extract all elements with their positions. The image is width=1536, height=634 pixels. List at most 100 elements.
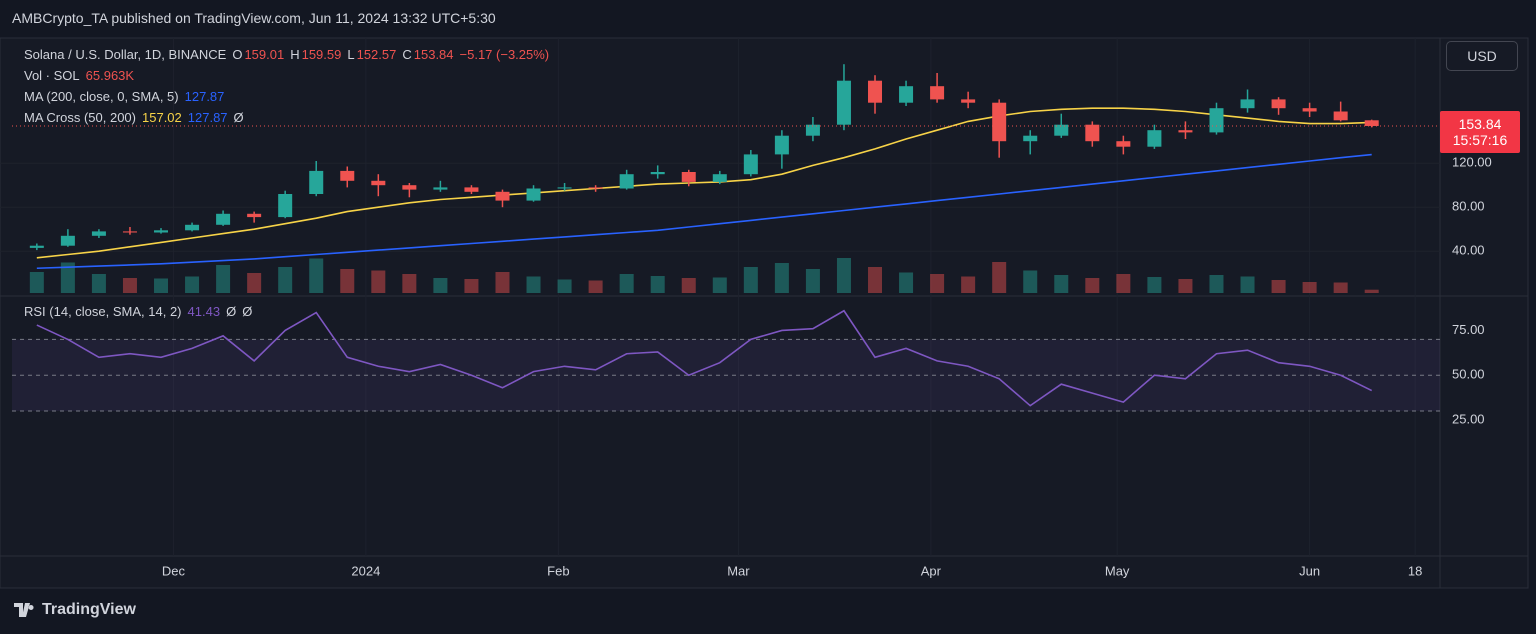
candle-body — [930, 86, 945, 100]
volume-bar — [930, 274, 945, 293]
volume-bar — [619, 274, 634, 293]
ma-cross-name: MA Cross (50, 200) — [24, 110, 136, 125]
ohlc-letter: O — [232, 47, 243, 62]
candle-body — [309, 170, 324, 194]
volume-bar — [154, 278, 169, 293]
last-price-label: 153.84 15:57:16 — [1440, 111, 1520, 153]
volume-bar — [650, 276, 665, 293]
volume-bar — [557, 279, 572, 293]
volume-bar — [1271, 280, 1286, 293]
candle-body — [619, 174, 634, 189]
candle-body — [278, 194, 293, 218]
publisher: AMBCrypto_TA published on TradingView.co… — [12, 10, 496, 26]
brand: TradingView — [42, 601, 136, 618]
volume-bar — [247, 273, 262, 293]
x-tick-label: Dec — [162, 563, 186, 578]
volume-bar — [526, 276, 541, 293]
candle-body — [805, 124, 820, 136]
ohlc-letter: H — [290, 47, 300, 62]
ma-cross-legend: MA Cross (50, 200) 157.02 127.87 Ø — [24, 110, 244, 125]
y-tick-label: 120.00 — [1452, 155, 1492, 170]
symbol-legend: Solana / U.S. Dollar, 1D, BINANCE O 159.0… — [24, 47, 549, 62]
volume-bar — [1178, 279, 1193, 293]
x-tick-label: 2024 — [351, 563, 380, 578]
volume-bar — [868, 267, 883, 293]
rsi-tick-label: 25.00 — [1452, 411, 1485, 426]
currency-button[interactable]: USD — [1446, 41, 1518, 71]
candle-body — [588, 187, 603, 189]
ma-cross-flag: Ø — [233, 110, 244, 125]
ma200-value: 127.87 — [187, 110, 228, 125]
volume-bar — [1364, 289, 1379, 293]
rsi-name: RSI (14, close, SMA, 14, 2) — [24, 304, 182, 319]
ma200-value: 127.87 — [184, 89, 225, 104]
volume-bar — [433, 278, 448, 293]
x-tick-label: Jun — [1299, 563, 1320, 578]
open-value: 159.01 — [244, 47, 285, 62]
rsi-line — [36, 309, 1373, 407]
volume-bar — [712, 277, 727, 293]
rsi-value: 41.43 — [187, 304, 221, 319]
volume-bar — [1333, 282, 1348, 293]
candle-body — [1054, 124, 1069, 136]
high-value: 159.59 — [301, 47, 342, 62]
candle-body — [868, 80, 883, 103]
volume-bar — [216, 265, 231, 293]
volume-bar — [1085, 278, 1100, 293]
candle-body — [1178, 130, 1193, 133]
volume-bar — [1116, 274, 1131, 293]
x-tick-label: Apr — [921, 563, 942, 578]
candle-body — [557, 187, 572, 189]
volume-bar — [588, 280, 603, 293]
volume-bar — [185, 276, 200, 293]
candle-body — [1147, 130, 1162, 147]
volume-value: 65.963K — [85, 68, 135, 83]
rsi-flag: Ø — [242, 304, 253, 319]
logo-icon — [14, 603, 34, 617]
candle-body — [185, 224, 200, 231]
candle-body — [1302, 108, 1317, 112]
candle-body — [650, 172, 665, 175]
volume-bar — [681, 278, 696, 293]
ma200-name: MA (200, close, 0, SMA, 5) — [24, 89, 179, 104]
volume-bar — [774, 263, 789, 293]
y-tick-label: 80.00 — [1452, 199, 1485, 214]
candle-body — [247, 213, 262, 218]
candle-body — [29, 245, 44, 248]
volume-bar — [278, 267, 293, 293]
low-value: 152.57 — [356, 47, 397, 62]
volume-bar — [1054, 275, 1069, 293]
symbol: Solana / U.S. Dollar, 1D, BINANCE — [24, 47, 227, 62]
volume-legend: Vol · SOL 65.963K — [24, 68, 134, 83]
volume-bar — [992, 262, 1007, 293]
candle-body — [1271, 99, 1286, 109]
volume-bar — [836, 258, 851, 293]
ma-line — [36, 153, 1372, 270]
close-value: 153.84 — [413, 47, 454, 62]
volume-bar — [371, 270, 386, 293]
rsi-legend: RSI (14, close, SMA, 14, 2) 41.43 Ø Ø — [24, 304, 252, 319]
candle-body — [60, 235, 75, 246]
candle-body — [743, 154, 758, 175]
ma50-value: 157.02 — [142, 110, 182, 125]
logo: TradingView — [14, 601, 136, 619]
volume-bar — [1240, 276, 1255, 293]
volume-bar — [91, 274, 106, 293]
y-tick-label: 40.00 — [1452, 243, 1485, 258]
candle-body — [526, 188, 541, 201]
candle-body — [712, 174, 727, 182]
candle-body — [836, 80, 851, 125]
candle-body — [1085, 124, 1100, 142]
volume-bar — [805, 269, 820, 293]
volume-bar — [1023, 270, 1038, 293]
volume-label: Vol · SOL — [24, 68, 80, 83]
candle-body — [154, 230, 169, 233]
ma200-legend: MA (200, close, 0, SMA, 5) 127.87 — [24, 89, 224, 104]
candle-body — [681, 172, 696, 182]
candle-body — [1364, 120, 1379, 126]
x-tick-label: Mar — [727, 563, 750, 578]
candle-body — [495, 191, 510, 201]
candle-body — [433, 187, 448, 190]
